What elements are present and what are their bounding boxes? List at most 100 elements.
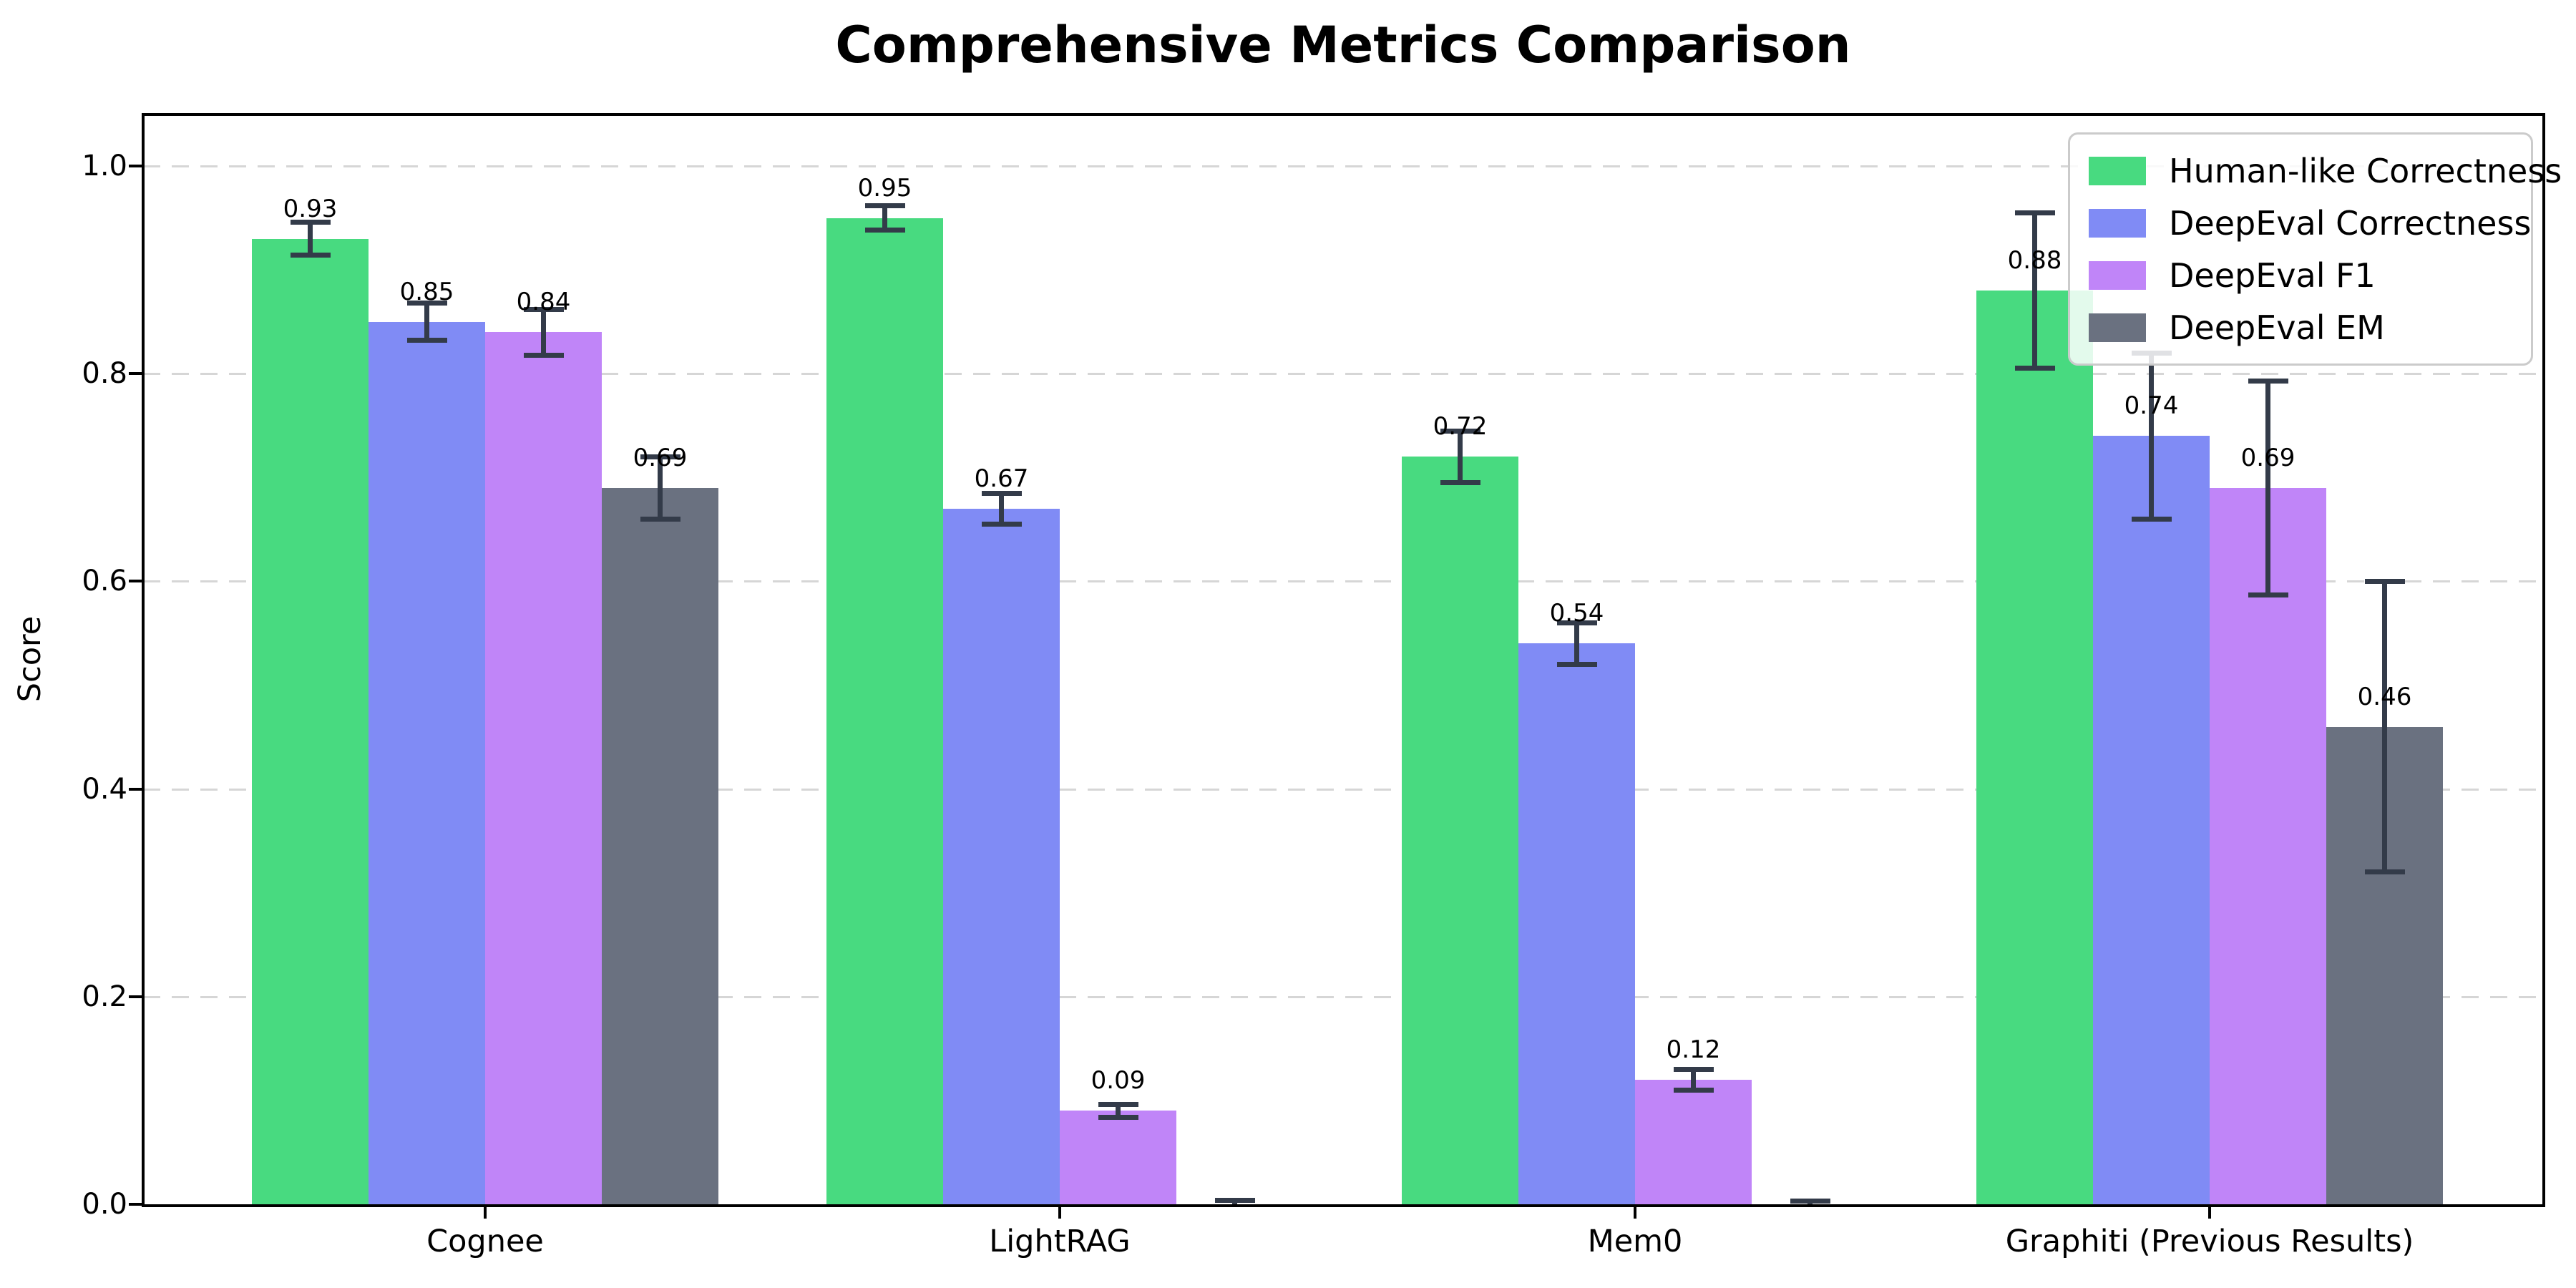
- error-bar-line: [999, 493, 1004, 525]
- bar-value-label: 0.46: [2357, 682, 2412, 711]
- bar: [943, 508, 1060, 1204]
- error-bar-cap-bottom: [523, 352, 564, 358]
- error-bar-cap-bottom: [290, 253, 331, 258]
- legend-label: DeepEval F1: [2169, 255, 2376, 295]
- error-bar-cap-bottom: [864, 228, 905, 233]
- error-bar-cap-bottom: [1556, 661, 1597, 667]
- error-bar-cap-bottom: [1440, 480, 1480, 486]
- bar-value-label: 0.69: [2240, 443, 2296, 472]
- error-bar-cap-top: [640, 454, 680, 459]
- error-bar-cap-bottom: [2014, 366, 2055, 371]
- error-bar-line: [1116, 1104, 1121, 1118]
- error-bar-cap-top: [1440, 428, 1480, 434]
- legend-label: Human-like Correctness: [2169, 151, 2562, 190]
- bar: [2210, 487, 2326, 1204]
- bar-value-label: 0.84: [516, 288, 571, 317]
- bar-value-label: 0.93: [283, 194, 338, 223]
- legend-swatch: [2089, 208, 2146, 238]
- bar: [1976, 291, 2093, 1204]
- y-tick-mark: [129, 787, 143, 791]
- error-bar-cap-top: [290, 219, 331, 225]
- error-bar-cap-bottom: [2364, 869, 2405, 875]
- error-bar-line: [2382, 581, 2387, 872]
- x-tick-label: LightRAG: [989, 1224, 1131, 1259]
- legend-swatch: [2089, 156, 2146, 185]
- y-tick-mark: [129, 372, 143, 376]
- error-bar-cap-bottom: [981, 522, 1022, 527]
- gridline: [143, 788, 2544, 791]
- bar: [1060, 1111, 1176, 1204]
- bar: [369, 321, 485, 1204]
- legend-label: DeepEval EM: [2169, 308, 2385, 347]
- bar: [1402, 457, 1518, 1204]
- legend-item: DeepEval F1: [2089, 256, 2512, 295]
- bar-value-label: 0.74: [2124, 391, 2179, 421]
- legend-swatch: [2089, 260, 2146, 290]
- y-tick-label: 0.4: [82, 772, 127, 806]
- y-tick-mark: [129, 580, 143, 583]
- x-tick-mark: [1634, 1204, 1636, 1219]
- y-tick-mark: [129, 1203, 143, 1206]
- y-tick-label: 0.2: [82, 980, 127, 1013]
- y-tick-label: 0.8: [82, 357, 127, 391]
- bar-value-label: 0.88: [2007, 246, 2062, 275]
- bar: [1635, 1079, 1752, 1204]
- legend-label: DeepEval Correctness: [2169, 203, 2532, 243]
- bar-value-label: 0.85: [399, 277, 454, 306]
- x-tick-mark: [2208, 1204, 2211, 1219]
- bar: [1518, 643, 1635, 1204]
- legend: Human-like Correctness DeepEval Correctne…: [2068, 132, 2562, 366]
- error-bar-cap-bottom: [2248, 592, 2288, 597]
- y-tick-mark: [129, 165, 143, 167]
- bar: [602, 487, 718, 1204]
- error-bar-cap-bottom: [2131, 516, 2172, 522]
- legend-swatch: [2089, 313, 2146, 342]
- error-bar-line: [2149, 353, 2154, 519]
- gridline: [143, 165, 2544, 167]
- error-bar-cap-top: [864, 203, 905, 208]
- bar-value-label: 0.09: [1091, 1066, 1146, 1096]
- error-bar-cap-bottom: [1098, 1114, 1138, 1120]
- error-bar-cap-bottom: [640, 516, 680, 522]
- error-bar-line: [424, 303, 429, 341]
- error-bar-cap-top: [981, 490, 1022, 496]
- error-bar-cap-top: [2248, 378, 2288, 384]
- error-bar-cap-top: [523, 306, 564, 312]
- error-bar-cap-bottom: [1673, 1087, 1714, 1093]
- error-bar-cap-top: [1214, 1197, 1255, 1203]
- error-bar-line: [882, 205, 887, 230]
- error-bar-cap-top: [2014, 210, 2055, 215]
- error-bar-line: [2265, 381, 2270, 595]
- error-bar-line: [1458, 431, 1463, 483]
- error-bar-cap-top: [2364, 578, 2405, 584]
- gridline: [143, 580, 2544, 583]
- x-tick-label: Cognee: [426, 1224, 544, 1259]
- bar: [252, 238, 369, 1204]
- error-bar-line: [1691, 1069, 1696, 1091]
- bar-value-label: 0.95: [857, 173, 912, 203]
- bar-value-label: 0.72: [1433, 412, 1488, 441]
- legend-item: DeepEval EM: [2089, 308, 2512, 347]
- bar-value-label: 0.67: [974, 464, 1029, 493]
- y-axis-label: Score: [12, 615, 48, 703]
- error-bar-cap-top: [1790, 1199, 1830, 1204]
- gridline: [143, 995, 2544, 998]
- x-tick-label: Graphiti (Previous Results): [2005, 1224, 2414, 1259]
- legend-item: Human-like Correctness: [2089, 152, 2562, 190]
- error-bar-line: [308, 222, 313, 255]
- y-tick-mark: [129, 995, 143, 998]
- bar-value-label: 0.54: [1549, 599, 1604, 628]
- bar: [2093, 436, 2210, 1204]
- error-bar-cap-top: [1673, 1066, 1714, 1072]
- y-tick-label: 0.0: [82, 1188, 127, 1221]
- error-bar-cap-top: [406, 301, 447, 306]
- error-bar-line: [1574, 623, 1579, 665]
- bar: [826, 218, 943, 1204]
- chart-title: Comprehensive Metrics Comparison: [835, 16, 1851, 74]
- error-bar-line: [2032, 213, 2037, 369]
- legend-item: DeepEval Correctness: [2089, 204, 2531, 243]
- error-bar-cap-bottom: [406, 338, 447, 343]
- error-bar-line: [541, 309, 546, 356]
- bar: [485, 332, 602, 1204]
- error-bar-line: [658, 457, 663, 519]
